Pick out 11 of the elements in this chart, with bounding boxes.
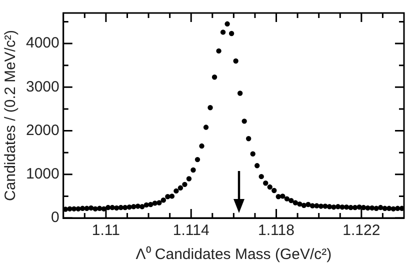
- x-tick-label: 1.122: [342, 222, 380, 240]
- y-tick-label: 0: [51, 209, 60, 226]
- x-tick-label: 1.114: [172, 222, 210, 240]
- x-axis-title: Λ⁰ Candidates Mass (GeV/c²): [136, 246, 332, 264]
- y-tick-label: 2000: [26, 122, 60, 139]
- y-tick-label: 1000: [26, 166, 60, 183]
- x-tick-label: 1.118: [258, 222, 294, 240]
- x-tick-label: 1.11: [92, 222, 120, 240]
- y-axis-title: Candidates / (0.2 MeV/c²): [2, 30, 20, 201]
- y-tick-label: 3000: [26, 78, 60, 96]
- y-tick-label: 4000: [26, 34, 60, 52]
